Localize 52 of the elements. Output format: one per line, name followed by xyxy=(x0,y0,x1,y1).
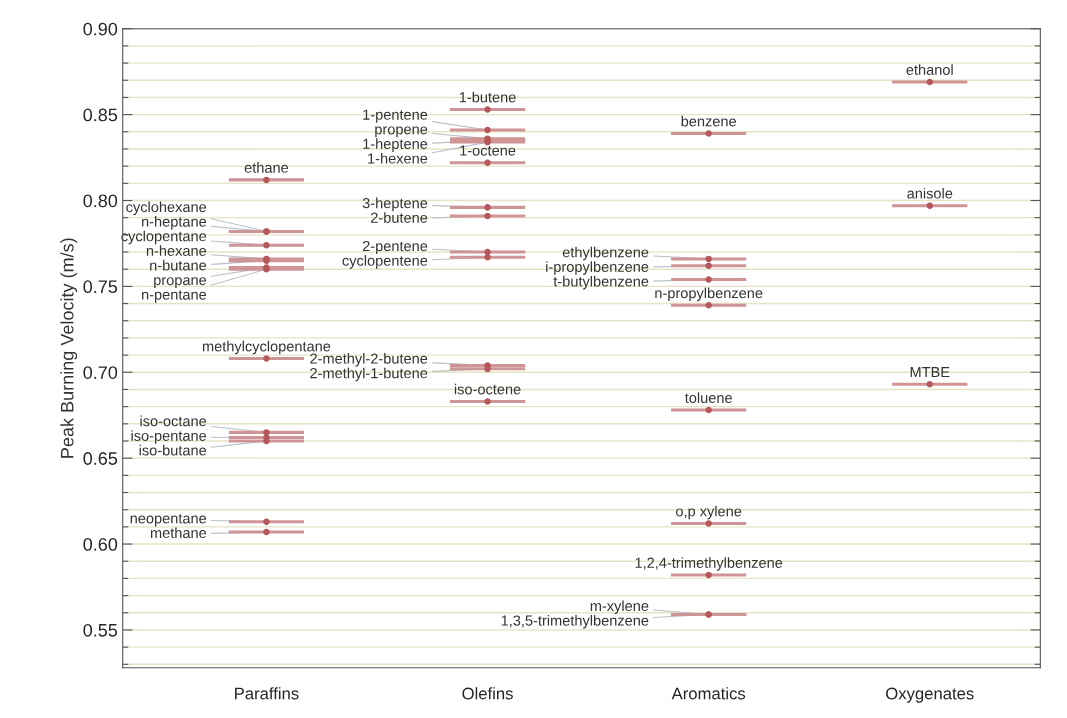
annotation: MTBE xyxy=(910,367,950,378)
annotation: 2-methyl-2-butene xyxy=(310,353,428,367)
annotation: n-heptane xyxy=(142,216,207,230)
y-tick-label: 0.80 xyxy=(83,194,118,208)
annotation: cyclohexane xyxy=(126,201,207,216)
annotation: 2-methyl-1-butene xyxy=(310,367,428,382)
y-tick-label: 0.70 xyxy=(83,366,118,379)
annotation: benzene xyxy=(681,115,736,127)
annotation: 2-pentene xyxy=(362,240,428,255)
annotation: 2-butene xyxy=(371,212,428,223)
annotation: n-pentane xyxy=(142,290,207,303)
y-axis-title: Peak Burning Velocity (m/s) xyxy=(60,238,78,458)
y-tick-label: 0.75 xyxy=(83,280,118,294)
annotation: 1,3,5-trimethylbenzene xyxy=(501,614,649,629)
annotation: 3-heptene xyxy=(362,197,428,212)
annotation: methylcyclopentane xyxy=(202,340,331,355)
annotation: n-hexane xyxy=(146,245,207,256)
y-tick-label: 0.55 xyxy=(83,623,118,637)
annotation: 1-pentene xyxy=(363,109,428,123)
annotation: propene xyxy=(375,126,428,138)
annotation: n-propylbenzene xyxy=(655,287,763,302)
annotation: iso-butane xyxy=(139,444,207,456)
annotation: o,p xylene xyxy=(676,505,742,520)
annotation: methane xyxy=(150,527,207,539)
annotation: propane xyxy=(154,277,207,289)
annotation: 1-heptene xyxy=(363,138,428,152)
y-tick-label: 0.85 xyxy=(83,108,118,122)
annotation: toluene xyxy=(684,392,732,404)
y-tick-label: 0.65 xyxy=(83,452,118,465)
annotation: m-xylene xyxy=(590,600,649,614)
annotation: ethylbenzene xyxy=(562,246,649,261)
annotation: 1-butene xyxy=(459,91,516,103)
y-tick-label: 0.90 xyxy=(83,22,118,36)
x-tick-label: Olefins xyxy=(462,687,513,700)
annotation: anisole xyxy=(907,187,953,199)
annotation: neopentane xyxy=(130,513,207,527)
annotation: 1-hexene xyxy=(368,152,428,164)
annotation: iso-octane xyxy=(140,415,207,427)
annotation: cyclopentene xyxy=(342,255,428,269)
annotation: 1-octene xyxy=(460,145,516,156)
annotation: ethanol xyxy=(906,64,953,75)
annotation: 1,2,4-trimethylbenzene xyxy=(635,557,783,571)
annotation: n-butane xyxy=(150,259,207,271)
annotation: i-propylbenzene xyxy=(546,261,649,275)
annotation: t-butylbenzene xyxy=(553,275,649,290)
x-tick-label: Aromatics xyxy=(671,687,746,700)
x-tick-label: Paraffins xyxy=(235,687,299,700)
annotation: ethane xyxy=(244,162,289,173)
x-tick-label: Oxygenates xyxy=(886,687,974,703)
annotation: iso-pentane xyxy=(131,430,207,444)
annotation: iso-octene xyxy=(454,383,521,395)
y-tick-label: 0.60 xyxy=(83,537,118,551)
